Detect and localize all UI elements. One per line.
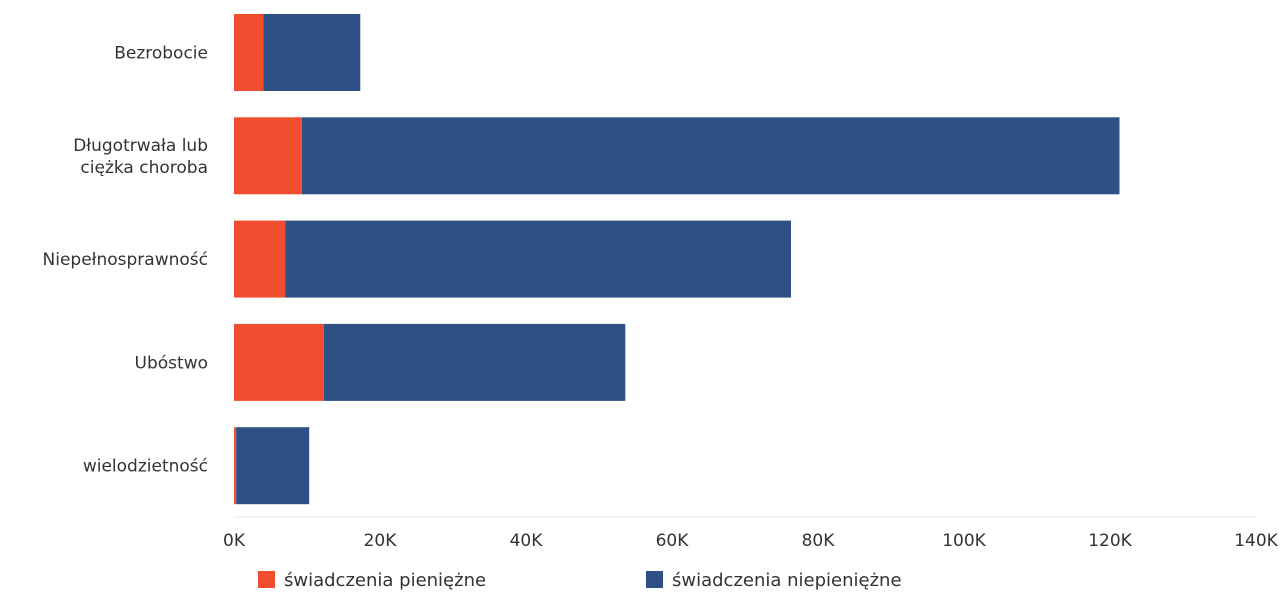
bars-group — [234, 14, 1120, 505]
bar-noncash-2 — [285, 220, 791, 298]
x-tick-label-4: 80K — [802, 531, 836, 551]
x-tick-label-1: 20K — [364, 531, 398, 551]
bar-noncash-1 — [301, 117, 1120, 195]
x-axis-ticks: 0K 20K 40K 60K 80K 100K 120K 140K — [223, 531, 1279, 551]
bar-noncash-3 — [323, 323, 626, 401]
x-tick-label-2: 40K — [510, 531, 544, 551]
x-tick-label-3: 60K — [656, 531, 690, 551]
x-tick-label-7: 140K — [1234, 531, 1278, 551]
bar-cash-1 — [234, 117, 302, 195]
bar-cash-2 — [234, 220, 286, 298]
x-tick-label-5: 100K — [942, 531, 986, 551]
legend: świadczenia pieniężne świadczenia niepien… — [258, 570, 902, 591]
category-label-4-0: wielodzietność — [83, 457, 208, 477]
category-label-1-0: Długotrwała lub — [73, 136, 208, 156]
category-label-1-1: ciężka choroba — [80, 158, 208, 178]
legend-label-1: świadczenia niepieniężne — [672, 570, 902, 591]
legend-swatch-1 — [646, 571, 663, 588]
bar-noncash-0 — [263, 14, 361, 91]
legend-swatch-0 — [258, 571, 275, 588]
legend-label-0: świadczenia pieniężne — [284, 570, 486, 591]
x-tick-label-6: 120K — [1088, 531, 1132, 551]
bar-noncash-4 — [236, 427, 310, 505]
bar-cash-3 — [234, 323, 324, 401]
x-tick-label-0: 0K — [223, 531, 246, 551]
bar-cash-4 — [234, 427, 237, 505]
category-label-3-0: Ubóstwo — [135, 353, 208, 373]
bar-cash-0 — [234, 14, 264, 91]
category-label-0-0: Bezrobocie — [114, 44, 208, 64]
category-label-2-0: Niepełnosprawność — [43, 250, 209, 270]
